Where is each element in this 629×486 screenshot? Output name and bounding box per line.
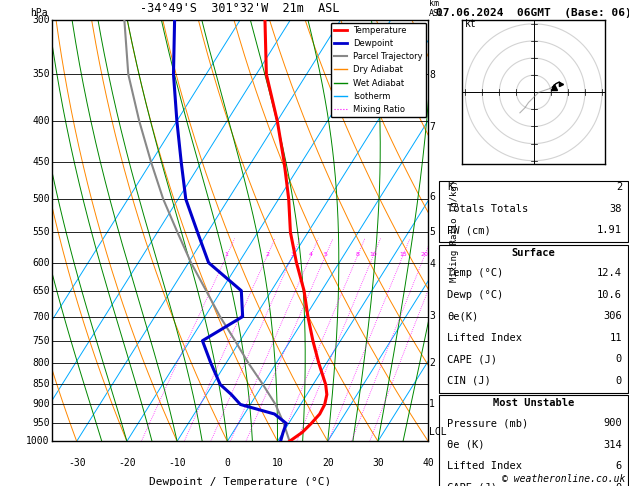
Text: 1: 1 [225,252,229,257]
Text: km
ASL: km ASL [429,0,444,18]
Text: 38: 38 [610,204,622,214]
Text: Lifted Index: Lifted Index [447,461,522,471]
Text: 5: 5 [429,226,435,237]
Text: 11: 11 [610,332,622,343]
Text: 1.91: 1.91 [597,226,622,235]
Text: 5: 5 [323,252,328,257]
Text: 850: 850 [32,380,50,389]
Bar [440,396,628,486]
Text: 800: 800 [32,358,50,368]
Text: 400: 400 [32,116,50,126]
Text: 550: 550 [32,227,50,237]
Text: © weatheronline.co.uk: © weatheronline.co.uk [503,473,626,484]
Text: Dewpoint / Temperature (°C): Dewpoint / Temperature (°C) [148,477,331,486]
Text: 500: 500 [32,194,50,204]
Text: 4: 4 [309,252,313,257]
Text: 6: 6 [429,192,435,202]
Text: Temp (°C): Temp (°C) [447,268,503,278]
Text: Lifted Index: Lifted Index [447,332,522,343]
Text: 3: 3 [291,252,294,257]
Text: 350: 350 [32,69,50,79]
Text: -20: -20 [118,458,136,468]
Text: Pressure (mb): Pressure (mb) [447,418,528,428]
Text: 314: 314 [603,440,622,450]
Text: 20: 20 [421,252,428,257]
Bar [440,245,628,393]
Text: 10: 10 [369,252,377,257]
Text: θe(K): θe(K) [447,311,478,321]
Text: 450: 450 [32,157,50,167]
Text: 0: 0 [616,376,622,386]
Text: K: K [447,182,454,192]
Text: 1000: 1000 [26,436,50,446]
Text: 10.6: 10.6 [597,290,622,299]
Title: 07.06.2024  06GMT  (Base: 06): 07.06.2024 06GMT (Base: 06) [436,8,629,18]
Text: 1: 1 [429,399,435,410]
Text: -34°49'S  301°32'W  21m  ASL: -34°49'S 301°32'W 21m ASL [140,2,340,16]
Text: 306: 306 [603,311,622,321]
Text: 950: 950 [32,418,50,428]
Text: θe (K): θe (K) [447,440,484,450]
Text: 40: 40 [422,458,434,468]
Text: 10: 10 [272,458,284,468]
Text: PW (cm): PW (cm) [447,226,491,235]
Text: 8: 8 [355,252,360,257]
Text: 20: 20 [322,458,333,468]
Legend: Temperature, Dewpoint, Parcel Trajectory, Dry Adiabat, Wet Adiabat, Isotherm, Mi: Temperature, Dewpoint, Parcel Trajectory… [331,22,426,117]
Text: 0: 0 [616,483,622,486]
Text: Dewp (°C): Dewp (°C) [447,290,503,299]
Text: 3: 3 [429,311,435,321]
Text: 2: 2 [429,358,435,368]
Text: -10: -10 [169,458,186,468]
Bar [440,181,628,243]
Text: 15: 15 [399,252,407,257]
Text: Totals Totals: Totals Totals [447,204,528,214]
Text: 30: 30 [372,458,384,468]
Text: 7: 7 [429,122,435,132]
Text: 2: 2 [265,252,269,257]
Text: 650: 650 [32,286,50,295]
Text: 600: 600 [32,258,50,268]
Text: Mixing Ratio (g/kg): Mixing Ratio (g/kg) [450,180,459,282]
Text: LCL: LCL [429,428,447,437]
Text: 900: 900 [603,418,622,428]
Text: 900: 900 [32,399,50,410]
Text: 8: 8 [429,70,435,80]
Text: hPa: hPa [30,8,48,18]
Text: 6: 6 [616,461,622,471]
Text: Surface: Surface [512,248,555,258]
Text: CAPE (J): CAPE (J) [447,354,497,364]
Text: CAPE (J): CAPE (J) [447,483,497,486]
Text: 300: 300 [32,16,50,25]
Text: 0: 0 [225,458,230,468]
Text: Most Unstable: Most Unstable [493,398,574,408]
Text: 750: 750 [32,336,50,346]
Text: 0: 0 [616,354,622,364]
Text: kt: kt [465,19,477,29]
Text: 12.4: 12.4 [597,268,622,278]
Text: 2: 2 [616,182,622,192]
Text: -30: -30 [68,458,86,468]
Text: 4: 4 [429,259,435,269]
Text: 700: 700 [32,312,50,322]
Text: CIN (J): CIN (J) [447,376,491,386]
